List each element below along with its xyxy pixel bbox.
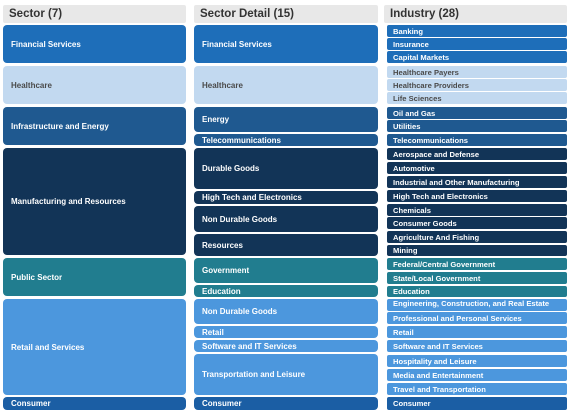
sector-infrastructure-and-energy: Infrastructure and Energy xyxy=(3,107,186,145)
industry-column-header: Industry (28) xyxy=(384,5,567,23)
detail-financial-services: Financial Services xyxy=(194,25,378,63)
detail-non-durable-goods: Non Durable Goods xyxy=(194,206,378,232)
industry-industrial-and-other-manufacturing: Industrial and Other Manufacturing xyxy=(387,176,567,188)
industry-healthcare-payers: Healthcare Payers xyxy=(387,66,567,78)
industry-software-and-it-services: Software and IT Services xyxy=(387,340,567,352)
industry-healthcare-providers: Healthcare Providers xyxy=(387,79,567,91)
detail-non-durable-goods-retail: Non Durable Goods xyxy=(194,299,378,324)
industry-insurance: Insurance xyxy=(387,38,567,50)
sector-detail-column-header: Sector Detail (15) xyxy=(194,5,378,23)
detail-energy: Energy xyxy=(194,107,378,132)
industry-automotive: Automotive xyxy=(387,162,567,174)
sector-retail-and-services: Retail and Services xyxy=(3,299,186,395)
industry-travel-and-transportation: Travel and Transportation xyxy=(387,383,567,395)
industry-consumer: Consumer xyxy=(387,397,567,410)
industry-banking: Banking xyxy=(387,25,567,37)
sector-financial-services: Financial Services xyxy=(3,25,186,63)
industry-media-and-entertainment: Media and Entertainment xyxy=(387,369,567,381)
detail-consumer: Consumer xyxy=(194,397,378,410)
detail-government: Government xyxy=(194,258,378,283)
detail-high-tech-and-electronics: High Tech and Electronics xyxy=(194,191,378,204)
industry-consumer-goods: Consumer Goods xyxy=(387,217,567,229)
industry-state-local-government: State/Local Government xyxy=(387,272,567,284)
industry-capital-markets: Capital Markets xyxy=(387,51,567,63)
industry-aerospace-and-defense: Aerospace and Defense xyxy=(387,148,567,160)
sector-manufacturing-and-resources: Manufacturing and Resources xyxy=(3,148,186,255)
detail-resources: Resources xyxy=(194,234,378,256)
industry-high-tech-and-electronics: High Tech and Electronics xyxy=(387,190,567,202)
detail-transportation-and-leisure: Transportation and Leisure xyxy=(194,354,378,395)
industry-education: Education xyxy=(387,286,567,297)
industry-agriculture-and-fishing: Agriculture And Fishing xyxy=(387,231,567,243)
detail-healthcare: Healthcare xyxy=(194,66,378,104)
detail-telecommunications: Telecommunications xyxy=(194,134,378,146)
detail-durable-goods: Durable Goods xyxy=(194,148,378,189)
industry-engineering-construction-and-real-estate: Engineering, Construction, and Real Esta… xyxy=(387,299,567,311)
industry-professional-and-personal-services: Professional and Personal Services xyxy=(387,312,567,324)
industry-life-sciences: Life Sciences xyxy=(387,92,567,104)
industry-mining: Mining xyxy=(387,245,567,256)
sector-public-sector: Public Sector xyxy=(3,258,186,296)
industry-federal-central-government: Federal/Central Government xyxy=(387,258,567,270)
industry-retail: Retail xyxy=(387,326,567,338)
industry-chemicals: Chemicals xyxy=(387,204,567,216)
industry-telecommunications: Telecommunications xyxy=(387,134,567,146)
industry-oil-and-gas: Oil and Gas xyxy=(387,107,567,119)
detail-education: Education xyxy=(194,285,378,297)
industry-utilities: Utilities xyxy=(387,120,567,132)
sector-column-header: Sector (7) xyxy=(3,5,186,23)
sector-healthcare: Healthcare xyxy=(3,66,186,104)
industry-hospitality-and-leisure: Hospitality and Leisure xyxy=(387,355,567,367)
sector-consumer: Consumer xyxy=(3,397,186,410)
detail-retail: Retail xyxy=(194,326,378,338)
detail-software-and-it-services: Software and IT Services xyxy=(194,340,378,352)
